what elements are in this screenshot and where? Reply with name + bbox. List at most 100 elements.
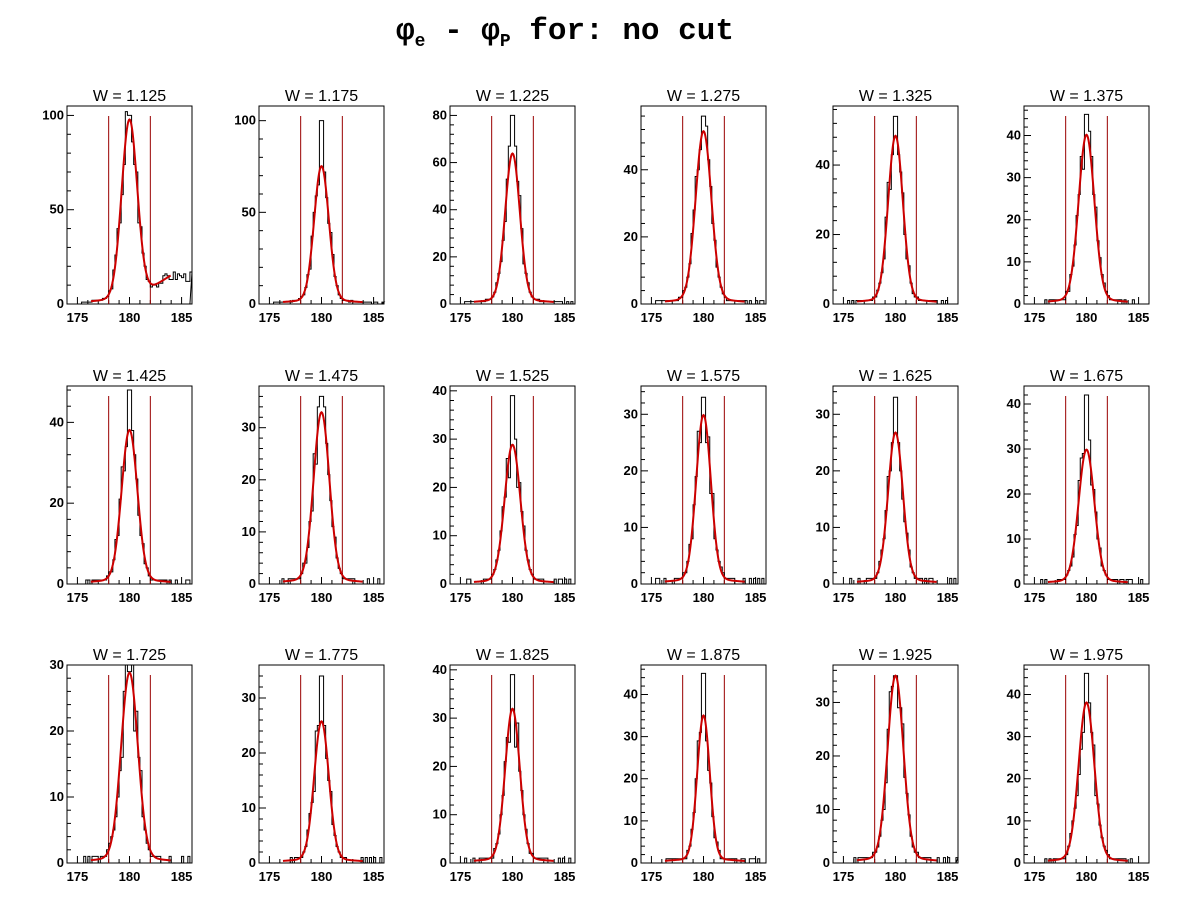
x-tick-label: 185 <box>554 869 576 884</box>
x-tick-label: 180 <box>885 869 907 884</box>
x-tick-label: 185 <box>363 310 385 325</box>
fit-curve <box>282 164 363 304</box>
x-tick-label: 175 <box>450 590 472 605</box>
x-tick-label: 180 <box>311 590 333 605</box>
y-tick-label: 40 <box>433 662 447 677</box>
y-tick-label: 30 <box>624 406 638 421</box>
x-tick-label: 175 <box>641 310 663 325</box>
fit-curve <box>1047 701 1128 862</box>
x-tick-label: 180 <box>693 869 715 884</box>
x-tick-label: 185 <box>363 590 385 605</box>
x-tick-label: 185 <box>1128 869 1150 884</box>
y-tick-label: 20 <box>50 723 64 738</box>
histogram-panel: W = 1.975 175 180 185 0 10 20 30 40 <box>1007 647 1150 884</box>
y-tick-label: 0 <box>249 576 256 591</box>
y-tick-label: 20 <box>433 249 447 264</box>
x-tick-label: 185 <box>745 310 767 325</box>
panel-title: W = 1.425 <box>93 368 166 385</box>
x-tick-label: 180 <box>119 590 141 605</box>
histogram-panel: W = 1.225 175 180 185 0 20 40 60 80 <box>433 88 576 325</box>
y-tick-label: 0 <box>823 576 830 591</box>
y-tick-label: 60 <box>433 155 447 170</box>
fit-curve <box>90 671 171 862</box>
panel-title: W = 1.375 <box>1050 88 1123 105</box>
x-tick-label: 185 <box>171 590 193 605</box>
x-tick-label: 185 <box>745 869 767 884</box>
plot-frame <box>449 385 576 585</box>
y-tick-label: 40 <box>816 157 830 172</box>
title-suffix: for: no cut <box>510 14 734 49</box>
fit-curve <box>473 707 554 862</box>
y-tick-label: 0 <box>823 296 830 311</box>
y-tick-label: 30 <box>1007 170 1021 185</box>
panel-title: W = 1.475 <box>285 368 358 385</box>
histogram-panel: W = 1.625 175 180 185 0 10 20 30 <box>816 368 959 605</box>
x-tick-label: 180 <box>1076 869 1098 884</box>
y-tick-label: 10 <box>1007 254 1021 269</box>
plot-frame <box>258 105 385 305</box>
y-tick-label: 50 <box>50 202 64 217</box>
x-tick-label: 180 <box>502 590 524 605</box>
y-tick-label: 20 <box>433 758 447 773</box>
histogram-panel: W = 1.275 175 180 185 0 20 40 <box>624 88 767 325</box>
plot-frame <box>640 664 767 864</box>
plot-frame <box>832 385 959 585</box>
x-tick-label: 175 <box>450 869 472 884</box>
y-tick-label: 10 <box>624 813 638 828</box>
y-tick-label: 20 <box>816 463 830 478</box>
panel-title: W = 1.975 <box>1050 647 1123 664</box>
y-tick-label: 20 <box>1007 212 1021 227</box>
y-tick-label: 30 <box>50 657 64 672</box>
histogram-panel: W = 1.475 175 180 185 0 10 20 30 <box>242 368 385 605</box>
x-tick-label: 185 <box>1128 310 1150 325</box>
plot-frame <box>1023 385 1150 585</box>
x-tick-label: 180 <box>693 310 715 325</box>
y-tick-label: 20 <box>242 745 256 760</box>
y-tick-label: 10 <box>242 524 256 539</box>
fit-curve <box>856 134 937 303</box>
fit-curve <box>473 443 554 584</box>
x-tick-label: 180 <box>119 310 141 325</box>
panel-title: W = 1.875 <box>667 647 740 664</box>
x-tick-label: 180 <box>119 869 141 884</box>
y-tick-label: 30 <box>624 729 638 744</box>
x-tick-label: 175 <box>833 590 855 605</box>
histogram-panel: W = 1.875 175 180 185 0 10 20 30 40 <box>624 647 767 884</box>
y-tick-label: 30 <box>1007 729 1021 744</box>
histogram-panel: W = 1.425 175 180 185 0 20 40 <box>50 368 193 605</box>
histogram-panel: W = 1.525 175 180 185 0 10 20 30 40 <box>433 368 576 605</box>
histogram-panel: W = 1.825 175 180 185 0 10 20 30 40 <box>433 647 576 884</box>
x-tick-label: 185 <box>171 310 193 325</box>
y-tick-label: 20 <box>816 227 830 242</box>
y-tick-label: 0 <box>1014 296 1021 311</box>
y-tick-label: 0 <box>57 296 64 311</box>
y-tick-label: 30 <box>242 420 256 435</box>
y-tick-label: 0 <box>631 576 638 591</box>
histogram-panel: W = 1.575 175 180 185 0 10 20 30 <box>624 368 767 605</box>
y-tick-label: 100 <box>234 113 256 128</box>
panel-title: W = 1.725 <box>93 647 166 664</box>
y-tick-label: 10 <box>433 528 447 543</box>
plot-frame <box>1023 664 1150 864</box>
fit-curve <box>856 431 937 583</box>
y-tick-label: 10 <box>816 801 830 816</box>
plot-frame <box>832 664 959 864</box>
histogram-panel: W = 1.125 175 180 185 0 50 100 <box>42 88 193 325</box>
histogram-panel: W = 1.925 175 180 185 0 10 20 30 <box>816 647 959 884</box>
y-tick-label: 20 <box>433 479 447 494</box>
y-tick-label: 0 <box>440 296 447 311</box>
x-tick-label: 175 <box>67 869 89 884</box>
y-tick-label: 30 <box>816 694 830 709</box>
plot-frame <box>449 664 576 864</box>
y-tick-label: 0 <box>631 855 638 870</box>
y-tick-label: 10 <box>50 789 64 804</box>
x-tick-label: 175 <box>641 869 663 884</box>
x-tick-label: 185 <box>937 590 959 605</box>
panel-title: W = 1.125 <box>93 88 166 105</box>
x-tick-label: 180 <box>311 310 333 325</box>
x-tick-label: 180 <box>1076 310 1098 325</box>
x-tick-label: 175 <box>833 869 855 884</box>
histogram-panel: W = 1.325 175 180 185 0 20 40 <box>816 88 959 325</box>
y-tick-label: 40 <box>50 414 64 429</box>
fit-curve <box>1047 448 1128 584</box>
